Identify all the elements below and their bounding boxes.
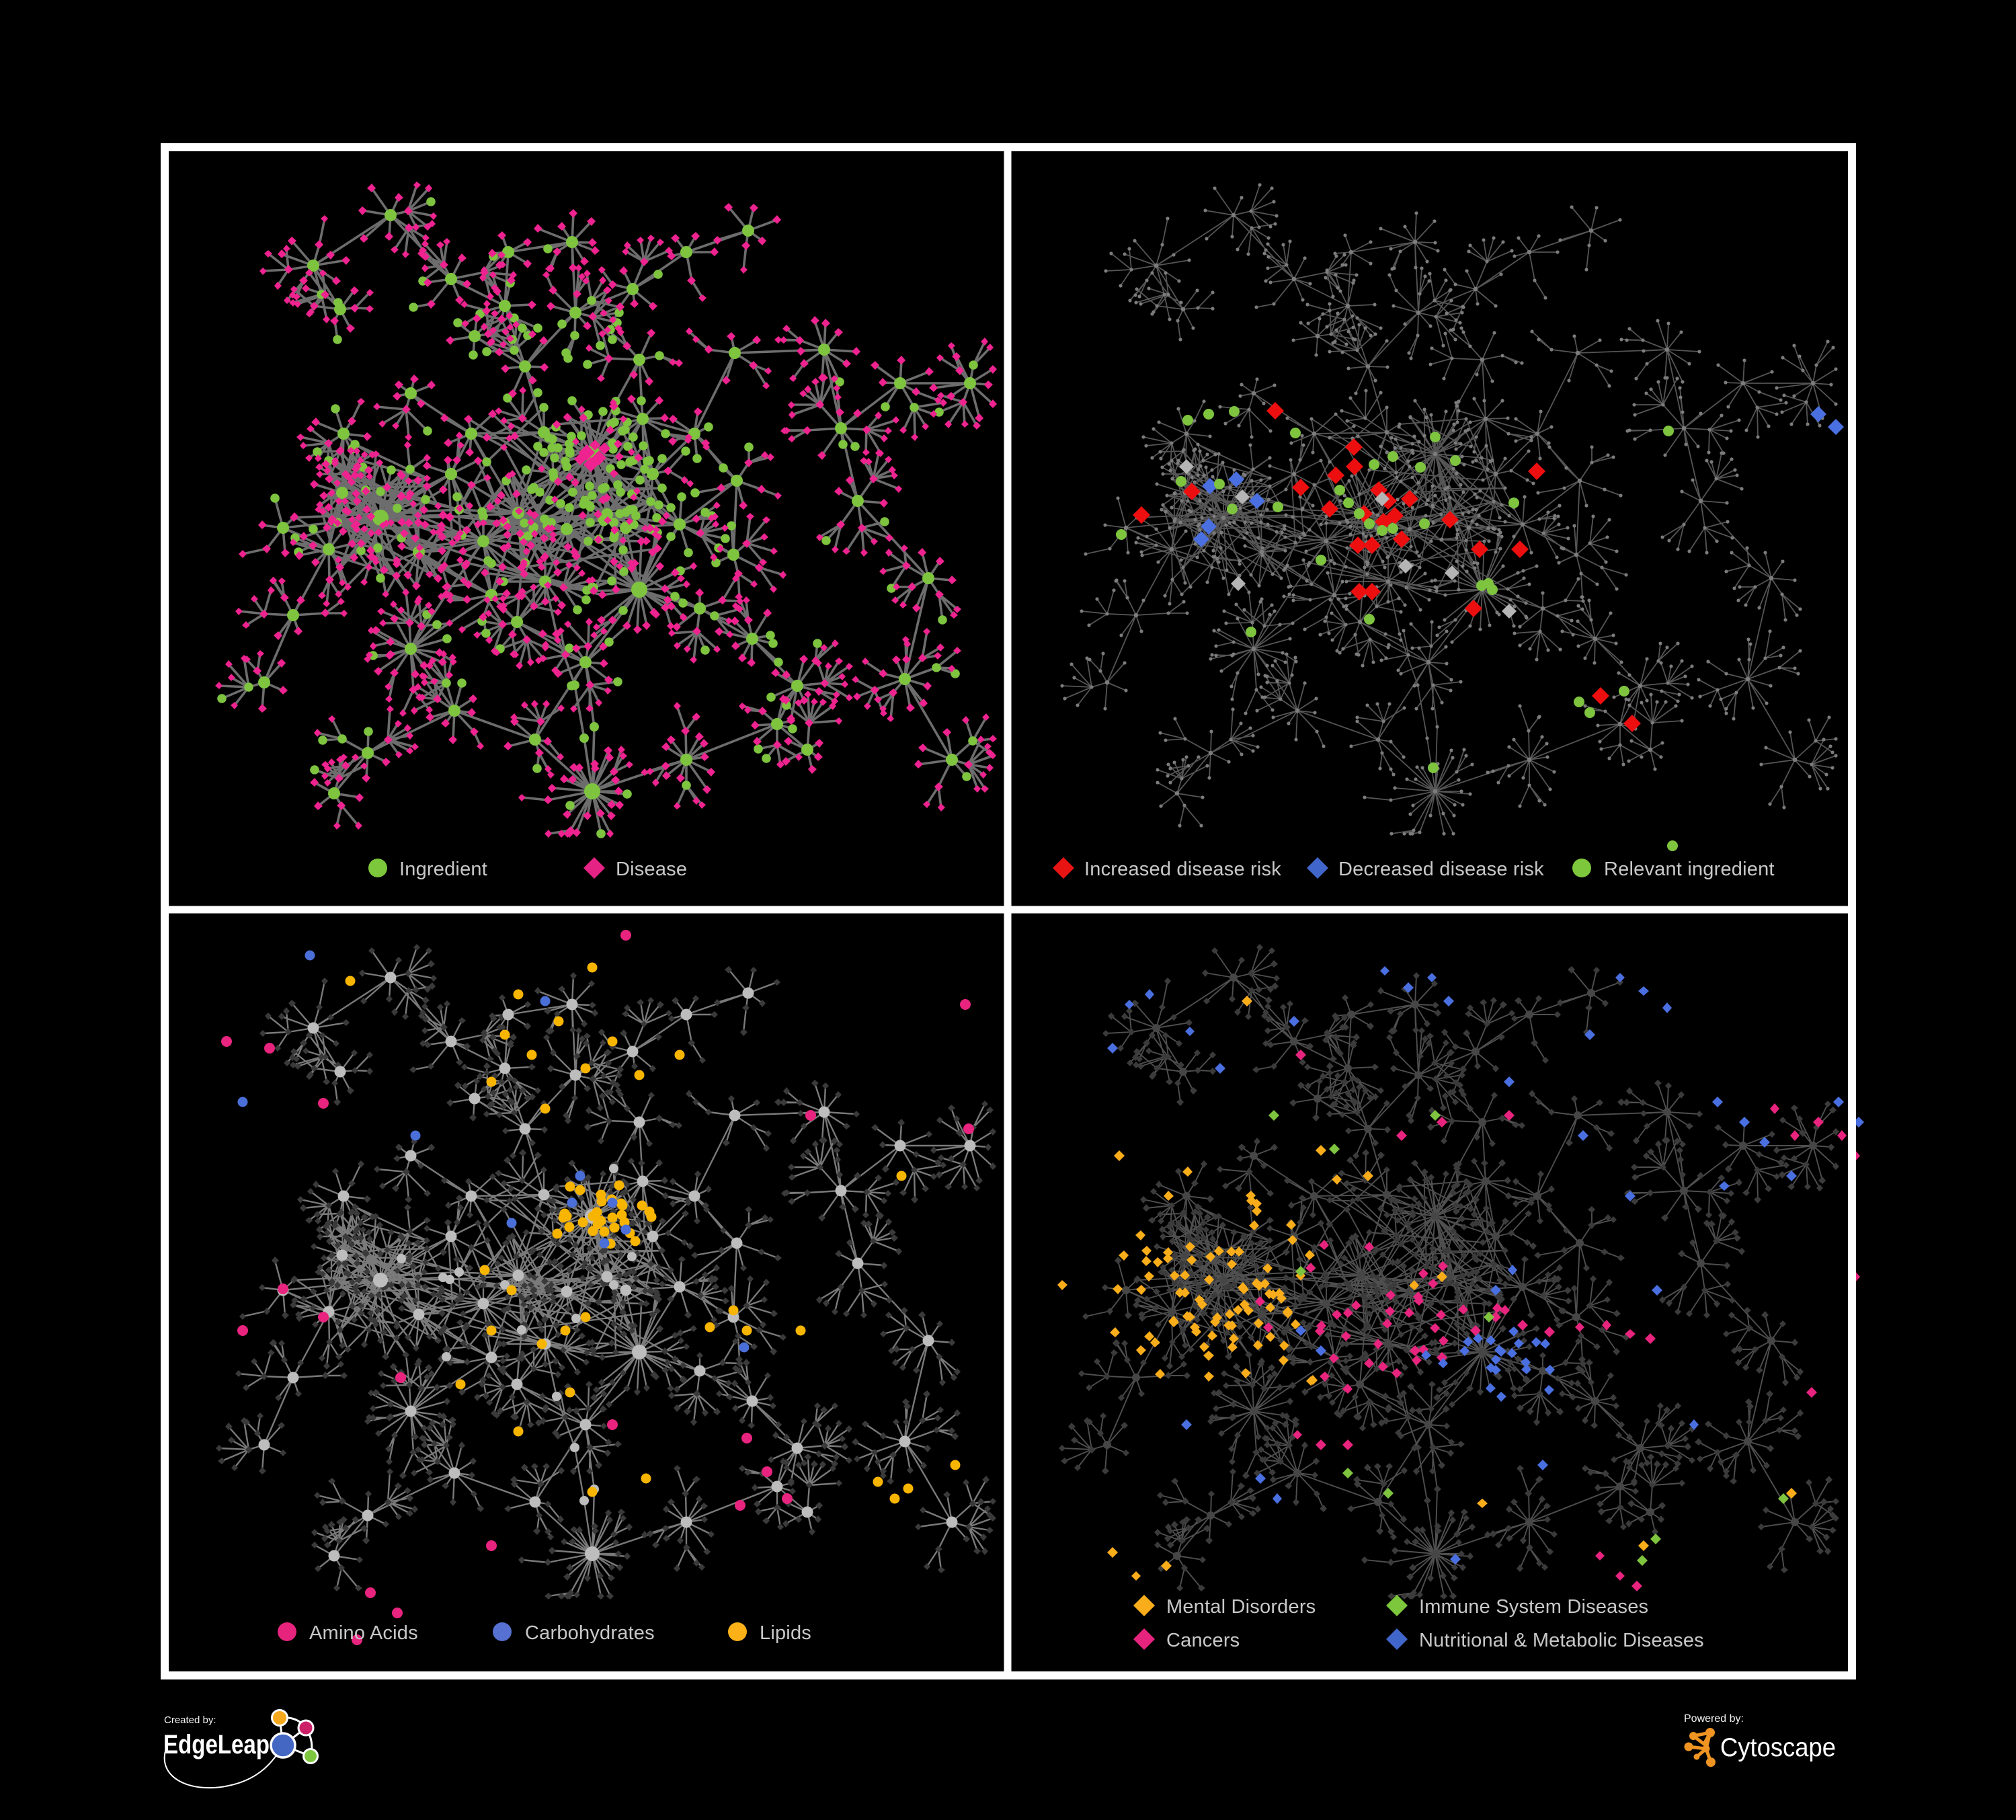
svg-text:Amino Acids: Amino Acids — [309, 1622, 418, 1644]
svg-text:Increased disease risk: Increased disease risk — [1084, 859, 1281, 880]
svg-text:Mental Disorders: Mental Disorders — [1166, 1596, 1316, 1618]
svg-text:Nutritional & Metabolic Diseas: Nutritional & Metabolic Diseases — [1419, 1630, 1704, 1651]
svg-text:Relevant ingredient: Relevant ingredient — [1604, 859, 1775, 880]
svg-text:Created by:: Created by: — [164, 1714, 216, 1726]
svg-text:Cytoscape: Cytoscape — [1720, 1733, 1836, 1762]
svg-text:Carbohydrates: Carbohydrates — [525, 1622, 655, 1644]
svg-text:Lipids: Lipids — [760, 1622, 811, 1644]
svg-text:Cancers: Cancers — [1166, 1630, 1240, 1651]
svg-text:Powered by:: Powered by: — [1684, 1713, 1744, 1725]
svg-text:Decreased disease risk: Decreased disease risk — [1338, 859, 1544, 880]
svg-text:Ingredient: Ingredient — [399, 859, 487, 880]
svg-text:EdgeLeap: EdgeLeap — [163, 1730, 270, 1759]
svg-text:Immune System Diseases: Immune System Diseases — [1419, 1596, 1648, 1618]
svg-text:Disease: Disease — [616, 859, 687, 880]
